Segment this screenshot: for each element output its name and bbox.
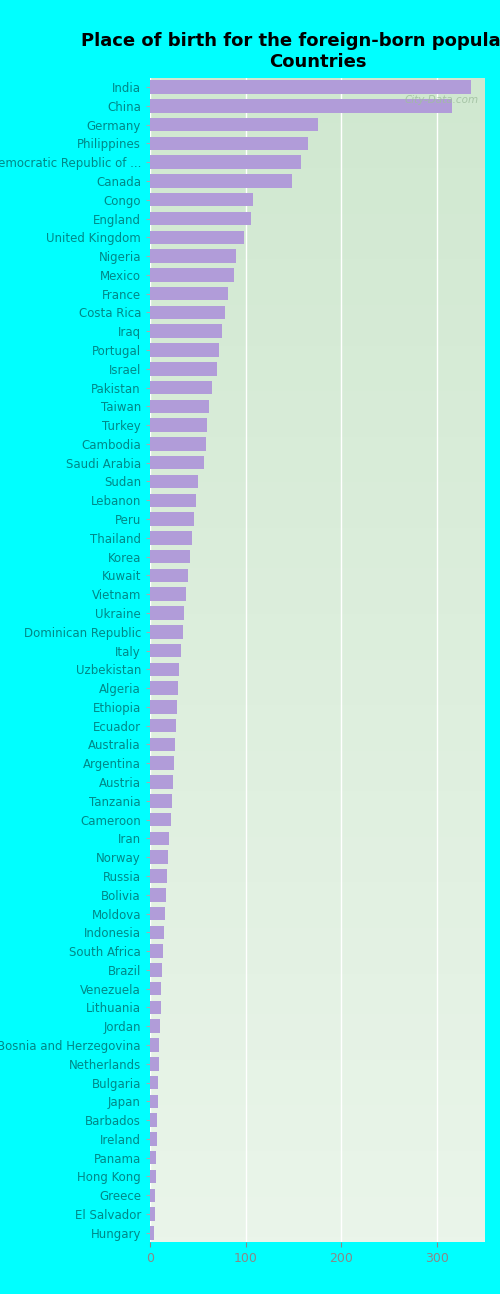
- Bar: [150, 945, 164, 958]
- Bar: [150, 1113, 156, 1127]
- Bar: [150, 813, 171, 827]
- Bar: [150, 644, 180, 657]
- Bar: [150, 682, 178, 695]
- Bar: [150, 175, 292, 188]
- Bar: [150, 1095, 158, 1108]
- Bar: [150, 250, 236, 263]
- Bar: [150, 268, 234, 282]
- Bar: [150, 1132, 156, 1145]
- Text: City-Data.com: City-Data.com: [404, 96, 478, 105]
- Bar: [150, 757, 174, 770]
- Bar: [150, 193, 254, 207]
- Bar: [150, 362, 217, 375]
- Bar: [150, 230, 244, 245]
- Text: Place of birth for the foreign-born population -
Countries: Place of birth for the foreign-born popu…: [81, 32, 500, 71]
- Bar: [150, 325, 222, 338]
- Bar: [150, 475, 198, 488]
- Bar: [150, 982, 162, 995]
- Bar: [150, 550, 190, 563]
- Bar: [150, 925, 164, 939]
- Bar: [150, 606, 184, 620]
- Bar: [150, 700, 177, 714]
- Bar: [150, 738, 175, 752]
- Bar: [150, 155, 301, 170]
- Bar: [150, 400, 210, 413]
- Bar: [150, 1188, 155, 1202]
- Bar: [150, 907, 166, 920]
- Bar: [150, 1000, 160, 1014]
- Bar: [150, 870, 167, 883]
- Bar: [150, 1057, 158, 1070]
- Bar: [150, 1038, 158, 1052]
- Bar: [150, 493, 196, 507]
- Bar: [150, 1020, 160, 1033]
- Bar: [150, 531, 192, 545]
- Bar: [150, 963, 162, 977]
- Bar: [150, 719, 176, 732]
- Bar: [150, 118, 318, 132]
- Bar: [150, 1207, 155, 1220]
- Bar: [150, 137, 308, 150]
- Bar: [150, 212, 250, 225]
- Bar: [150, 287, 228, 300]
- Bar: [150, 343, 219, 357]
- Bar: [150, 625, 182, 638]
- Bar: [150, 775, 173, 789]
- Bar: [150, 795, 172, 807]
- Bar: [150, 568, 188, 582]
- Bar: [150, 1075, 158, 1090]
- Bar: [150, 437, 206, 450]
- Bar: [150, 512, 194, 525]
- Bar: [150, 663, 178, 675]
- Bar: [150, 100, 452, 113]
- Bar: [150, 80, 470, 93]
- Bar: [150, 850, 168, 864]
- Bar: [150, 587, 186, 600]
- Bar: [150, 418, 208, 432]
- Bar: [150, 1170, 156, 1183]
- Bar: [150, 888, 166, 902]
- Bar: [150, 1150, 156, 1165]
- Bar: [150, 305, 224, 320]
- Bar: [150, 832, 169, 845]
- Bar: [150, 455, 204, 470]
- Bar: [150, 380, 212, 395]
- Bar: [150, 1227, 154, 1240]
